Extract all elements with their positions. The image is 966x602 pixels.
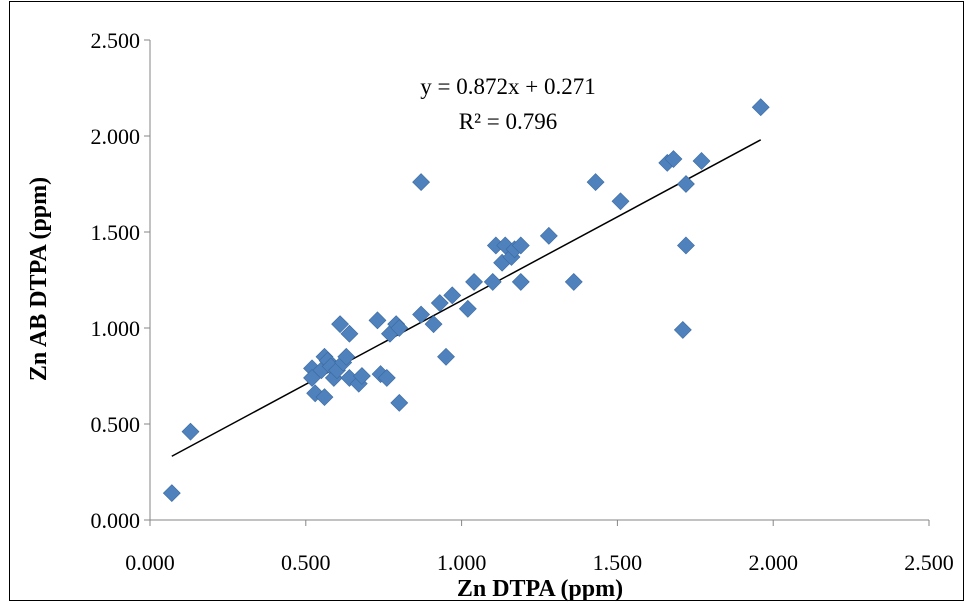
data-point: [390, 393, 409, 412]
x-tick-label: 0.000: [125, 550, 175, 575]
data-point: [352, 367, 371, 385]
data-point: [673, 320, 692, 339]
data-point: [511, 272, 530, 291]
y-tick-label: 1.000: [91, 316, 141, 341]
data-point: [412, 173, 431, 192]
points-layer: [162, 98, 770, 503]
y-tick-label: 0.500: [91, 412, 141, 437]
chart-frame: [9, 1, 964, 601]
labels-layer: 0.000 0.500 1.000 1.500 2.000 2.500 0.000 0.500…: [91, 28, 954, 575]
data-point: [437, 347, 455, 366]
data-point: [664, 150, 683, 168]
y-tick-label: 2.500: [91, 28, 141, 53]
data-point: [181, 422, 200, 441]
axes: [144, 39, 930, 526]
data-point: [677, 236, 695, 255]
x-tick-label: 2.000: [748, 550, 798, 575]
data-point: [390, 319, 409, 337]
trendline-layer: [171, 139, 762, 457]
data-point: [539, 226, 558, 245]
data-point: [368, 311, 387, 330]
data-point: [751, 98, 770, 117]
x-axis-title: Zn DTPA (ppm): [457, 576, 623, 602]
data-point: [483, 272, 502, 291]
y-tick-label: 0.000: [91, 508, 141, 533]
data-point: [412, 305, 431, 324]
data-point: [511, 236, 530, 255]
data-point: [315, 388, 334, 407]
y-tick-label: 1.500: [91, 220, 141, 245]
data-point: [611, 192, 630, 211]
data-point: [458, 299, 477, 318]
x-tick-label: 2.500: [904, 550, 954, 575]
x-tick-label: 0.500: [281, 550, 331, 575]
data-point: [677, 175, 695, 193]
data-point: [586, 173, 605, 192]
trendline-r-squared: R² = 0.796: [459, 109, 557, 134]
data-point: [465, 272, 483, 291]
data-point: [377, 368, 396, 387]
trendline-equation: y = 0.872x + 0.271: [420, 74, 595, 99]
trendline: [171, 139, 762, 457]
x-tick-label: 1.000: [437, 550, 487, 575]
data-point: [162, 484, 181, 503]
data-point: [443, 286, 462, 305]
data-point: [564, 272, 583, 291]
y-tick-label: 2.000: [91, 124, 141, 149]
data-point: [340, 324, 359, 343]
y-axis-title: Zn AB DTPA (ppm): [26, 177, 52, 381]
data-point: [331, 315, 350, 334]
x-tick-label: 1.500: [593, 550, 643, 575]
data-point: [692, 152, 711, 170]
data-point: [430, 294, 449, 312]
data-point: [424, 315, 443, 334]
data-point: [337, 347, 356, 366]
